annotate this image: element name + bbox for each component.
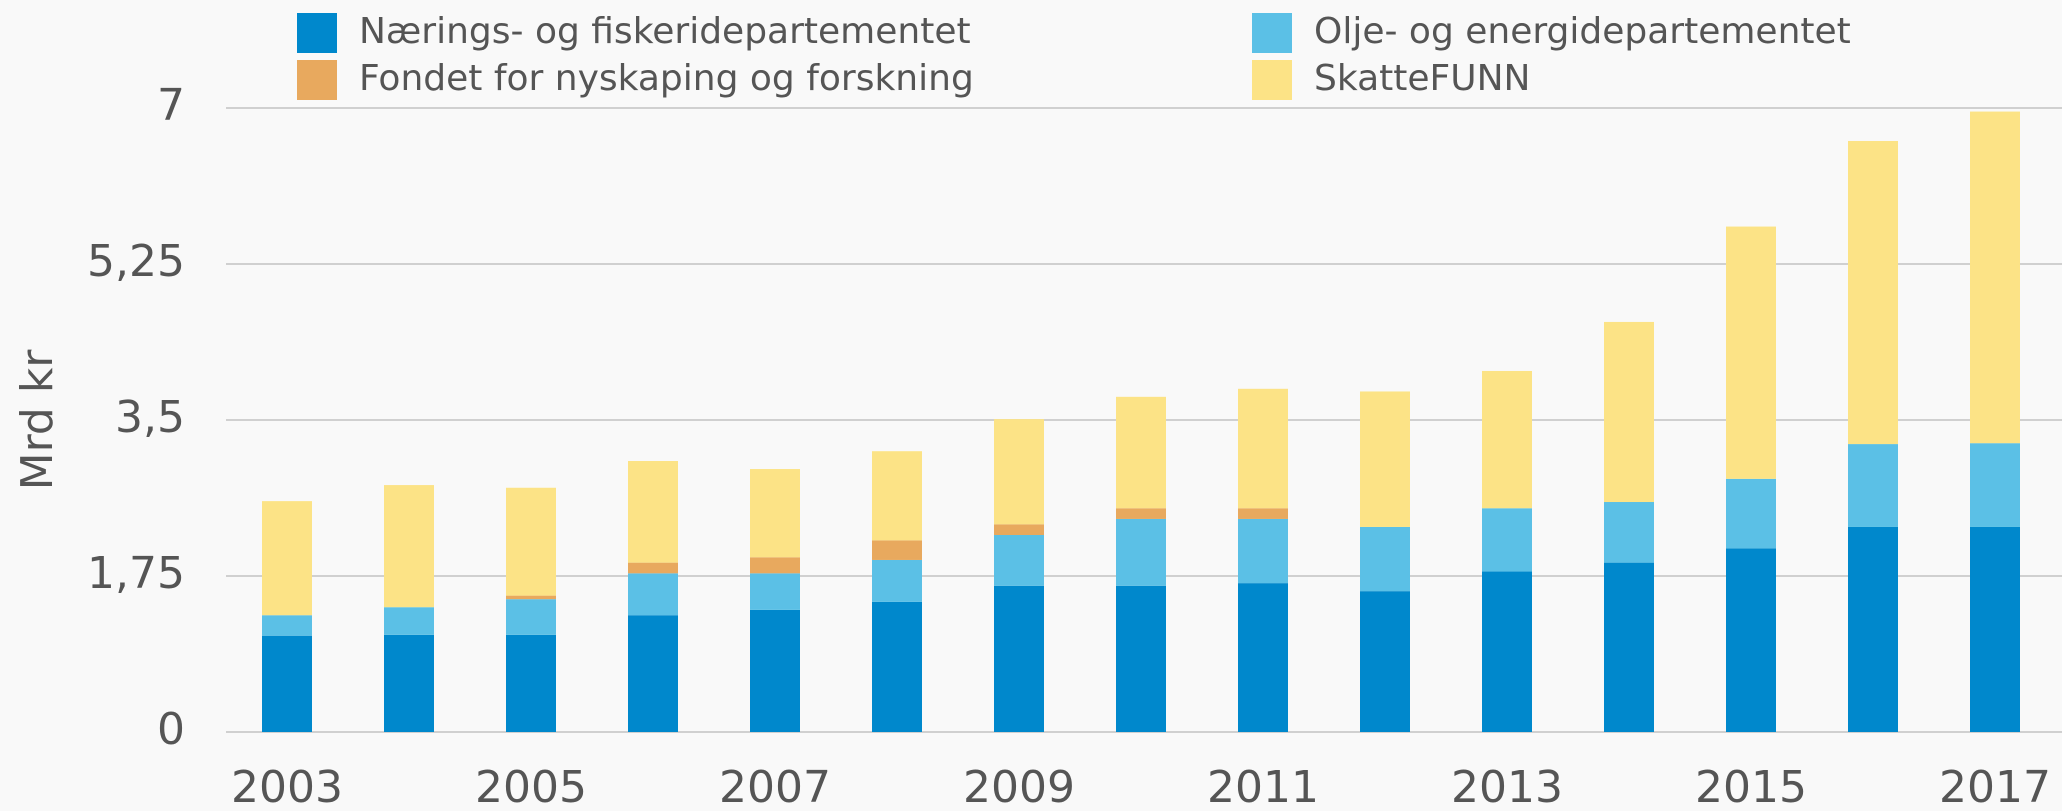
bar-segment: [750, 469, 800, 558]
bar-segment: [1116, 585, 1166, 732]
legend-swatch: [297, 13, 337, 53]
bar-segment: [506, 599, 556, 635]
bar-segment: [750, 557, 800, 574]
bar-segment: [872, 451, 922, 541]
x-tick-label: 2005: [475, 762, 587, 811]
bar-segment: [994, 524, 1044, 535]
y-tick-label: 3,5: [115, 392, 185, 443]
bar-segment: [1848, 526, 1898, 732]
bar-segment: [1726, 478, 1776, 549]
bar-segment: [1482, 571, 1532, 732]
bar-segment: [1848, 444, 1898, 527]
bar-segment: [1482, 508, 1532, 572]
bar-segment: [1360, 526, 1410, 592]
bar-segment: [1116, 518, 1166, 586]
bar-segment: [262, 635, 312, 732]
bar-segment: [262, 501, 312, 616]
bar-segment: [1848, 140, 1898, 445]
bar-segment: [1116, 396, 1166, 509]
x-tick-label: 2017: [1939, 762, 2051, 811]
bar-segment: [628, 573, 678, 616]
bar-segment: [1726, 548, 1776, 732]
bar-segment: [1116, 508, 1166, 519]
bar-segment: [384, 485, 434, 608]
legend-label: Olje- og energidepartementet: [1314, 11, 1851, 52]
bar-segment: [1604, 562, 1654, 732]
bar-segment: [628, 615, 678, 732]
y-tick-label: 5,25: [87, 236, 185, 287]
y-tick-label: 0: [157, 704, 185, 755]
bar-segment: [1604, 502, 1654, 563]
bar-segment: [1604, 321, 1654, 503]
bar-segment: [1238, 508, 1288, 519]
legend-swatch: [297, 60, 337, 100]
x-tick-label: 2003: [231, 762, 343, 811]
x-tick-label: 2015: [1695, 762, 1807, 811]
bar-segment: [1360, 591, 1410, 732]
bar-segment: [628, 461, 678, 563]
legend-label: Nærings- og fiskeridepartementet: [359, 11, 971, 52]
legend-swatch: [1252, 13, 1292, 53]
bar-segment: [262, 615, 312, 636]
legend-swatch: [1252, 60, 1292, 100]
x-tick-label: 2013: [1451, 762, 1563, 811]
bar-segment: [872, 559, 922, 602]
bar-segment: [628, 562, 678, 574]
bar-segment: [994, 534, 1044, 586]
legend-label: Fondet for nyskaping og forskning: [359, 58, 974, 99]
y-tick-label: 7: [157, 80, 185, 131]
y-tick-label: 1,75: [87, 548, 185, 599]
bar-segment: [750, 609, 800, 732]
x-tick-label: 2009: [963, 762, 1075, 811]
bar-segment: [1726, 226, 1776, 479]
bar-segment: [872, 601, 922, 732]
bar-segment: [506, 595, 556, 600]
bar-segment: [1238, 388, 1288, 509]
x-tick-label: 2011: [1207, 762, 1319, 811]
bar-segment: [994, 419, 1044, 525]
bar-segment: [506, 634, 556, 732]
legend-label: SkatteFUNN: [1314, 58, 1530, 99]
bar-segment: [1970, 111, 2020, 444]
bar-segment: [872, 540, 922, 560]
bar-segment: [1970, 443, 2020, 527]
bar-segment: [1970, 526, 2020, 732]
bar-segment: [1360, 391, 1410, 527]
bar-segment: [1482, 370, 1532, 509]
bar-segment: [384, 634, 434, 732]
bar-segment: [750, 573, 800, 610]
bar-segment: [384, 607, 434, 635]
bar-segment: [506, 487, 556, 596]
y-axis-label: Mrd kr: [12, 349, 63, 491]
bar-segment: [1238, 583, 1288, 732]
bar-segment: [994, 585, 1044, 732]
bar-segment: [1238, 518, 1288, 584]
x-tick-label: 2007: [719, 762, 831, 811]
